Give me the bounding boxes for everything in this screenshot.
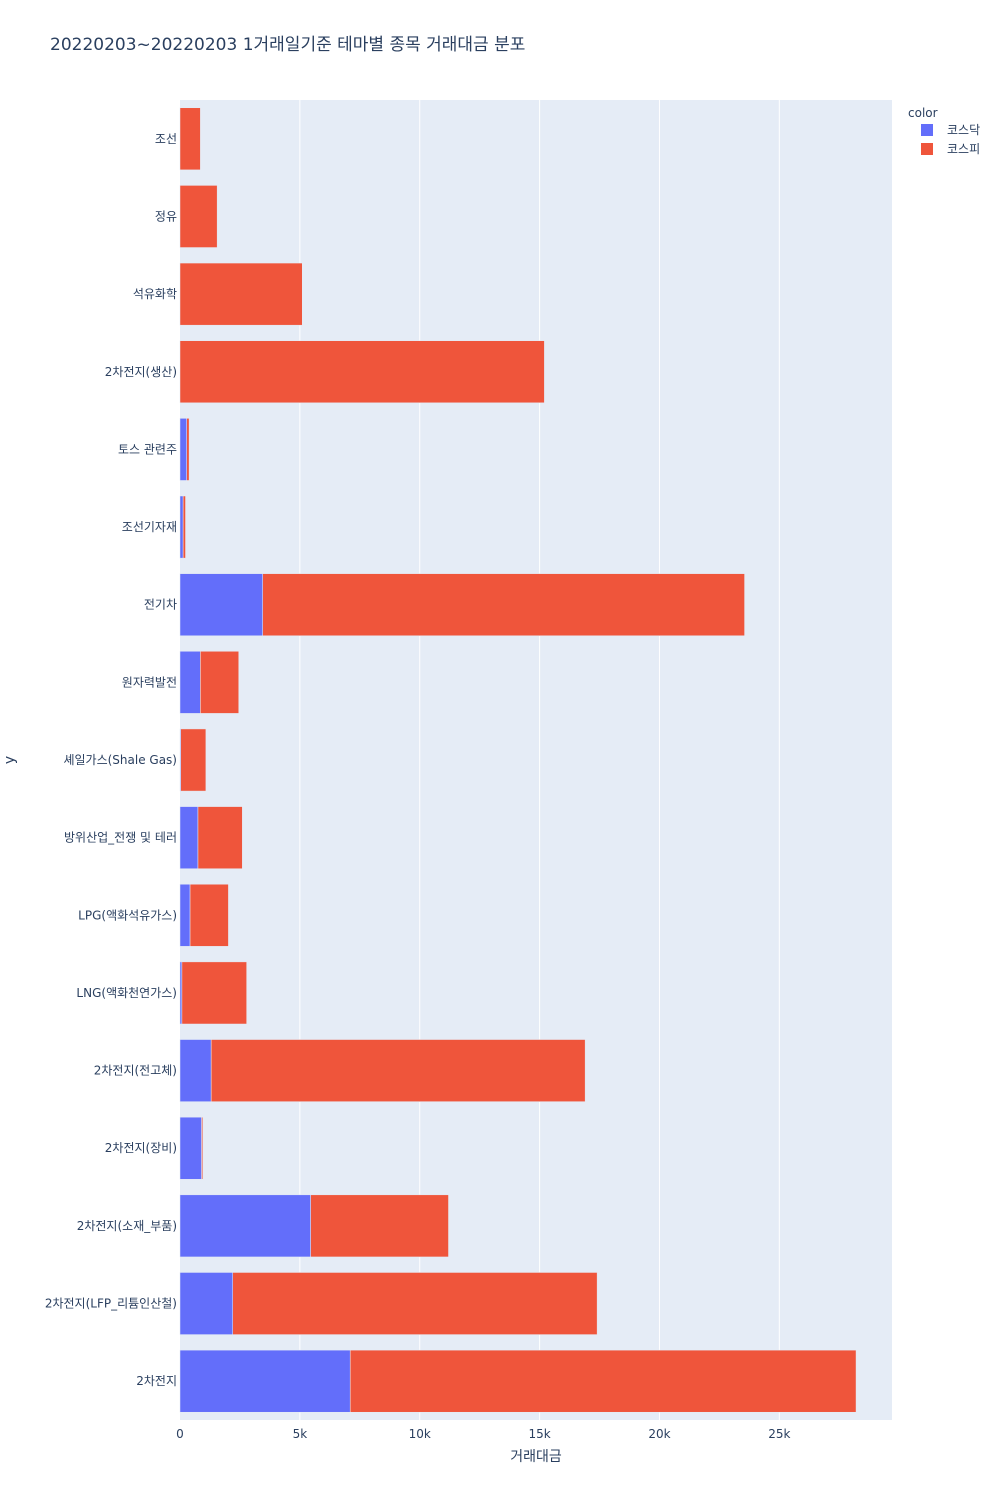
y-tick-label: 2차전지(LFP_리튬인산철) bbox=[45, 1297, 177, 1311]
y-tick-label: 2차전지(생산) bbox=[105, 365, 177, 379]
bar-코스닥-2차전지(소재_부품)[interactable] bbox=[179, 1194, 311, 1258]
x-tick-label: 10k bbox=[409, 1427, 431, 1441]
bar-코스피-2차전지(장비)[interactable] bbox=[201, 1116, 204, 1180]
x-tick-label: 5k bbox=[293, 1427, 308, 1441]
bar-코스피-2차전지(소재_부품)[interactable] bbox=[310, 1194, 449, 1258]
x-tick-labels: 0 5k 10k 15k 20k 25k bbox=[176, 1427, 790, 1441]
bar-코스닥-LNG(액화천연가스)[interactable] bbox=[179, 961, 183, 1025]
bar-코스피-원자력발전[interactable] bbox=[200, 651, 239, 714]
bar-코스피-조선[interactable] bbox=[179, 107, 201, 171]
x-tick-label: 15k bbox=[528, 1427, 550, 1441]
bar-코스닥-토스 관련주[interactable] bbox=[179, 418, 187, 481]
bar-코스피-2차전지[interactable] bbox=[349, 1349, 857, 1413]
y-tick-label: 셰일가스(Shale Gas) bbox=[63, 753, 177, 767]
legend-swatch bbox=[921, 143, 933, 155]
bar-코스피-2차전지(생산)[interactable] bbox=[179, 340, 545, 404]
legend-item-코스닥[interactable]: 코스닥 bbox=[921, 123, 980, 137]
y-tick-label: 2차전지(장비) bbox=[105, 1141, 177, 1155]
y-tick-label: LNG(액화천연가스) bbox=[76, 985, 177, 1000]
bar-코스피-석유화학[interactable] bbox=[179, 262, 303, 326]
y-tick-label: 석유화학 bbox=[133, 287, 177, 301]
bar-코스피-2차전지(전고체)[interactable] bbox=[210, 1039, 586, 1102]
bar-코스피-전기차[interactable] bbox=[262, 573, 745, 637]
x-tick-label: 25k bbox=[768, 1427, 790, 1441]
bar-코스피-토스 관련주[interactable] bbox=[186, 418, 190, 481]
bar-코스피-2차전지(LFP_리튬인산철)[interactable] bbox=[232, 1272, 598, 1335]
y-tick-label: 토스 관련주 bbox=[118, 442, 177, 456]
y-tick-label: 방위산업_전쟁 및 테러 bbox=[64, 831, 177, 845]
y-tick-label: 2차전지(소재_부품) bbox=[77, 1219, 177, 1233]
bar-코스피-LNG(액화천연가스)[interactable] bbox=[181, 961, 247, 1025]
y-tick-label: 정유 bbox=[155, 209, 177, 223]
bar-코스닥-전기차[interactable] bbox=[179, 573, 263, 637]
bar-코스피-LPG(액화석유가스)[interactable] bbox=[189, 883, 229, 947]
bar-코스닥-2차전지(LFP_리튬인산철)[interactable] bbox=[179, 1272, 233, 1335]
bar-코스피-방위산업_전쟁 및 테러[interactable] bbox=[197, 806, 243, 869]
bar-코스피-셰일가스(Shale Gas)[interactable] bbox=[180, 728, 207, 792]
legend-swatch bbox=[921, 124, 933, 136]
legend-title: color bbox=[908, 106, 938, 120]
legend-label: 코스닥 bbox=[947, 123, 980, 137]
y-tick-label: 전기차 bbox=[144, 598, 177, 612]
x-axis-title: 거래대금 bbox=[510, 1449, 562, 1465]
bar-코스닥-LPG(액화석유가스)[interactable] bbox=[179, 883, 191, 947]
y-axis-title: y bbox=[2, 756, 18, 764]
legend-item-코스피[interactable]: 코스피 bbox=[921, 142, 980, 156]
y-tick-label: 조선 bbox=[155, 132, 177, 146]
bar-코스피-정유[interactable] bbox=[179, 185, 218, 248]
legend-label: 코스피 bbox=[947, 142, 980, 156]
chart-title: 20220203~20220203 1거래일기준 테마별 종목 거래대금 분포 bbox=[50, 35, 525, 55]
y-tick-label: 조선기자재 bbox=[122, 520, 177, 534]
y-tick-label: LPG(액화석유가스) bbox=[78, 908, 177, 922]
bar-코스닥-원자력발전[interactable] bbox=[179, 651, 201, 714]
y-tick-label: 원자력발전 bbox=[122, 675, 177, 689]
bar-코스닥-2차전지[interactable] bbox=[179, 1349, 351, 1413]
y-tick-label: 2차전지(전고체) bbox=[94, 1064, 177, 1078]
bars[interactable] bbox=[179, 107, 857, 1413]
bar-코스닥-2차전지(장비)[interactable] bbox=[179, 1116, 202, 1180]
bar-코스닥-2차전지(전고체)[interactable] bbox=[179, 1039, 212, 1102]
bar-코스피-조선기자재[interactable] bbox=[182, 495, 186, 559]
bar-코스닥-조선기자재[interactable] bbox=[179, 495, 184, 559]
x-tick-label: 0 bbox=[176, 1427, 184, 1441]
x-tick-label: 20k bbox=[648, 1427, 670, 1441]
bar-코스닥-방위산업_전쟁 및 테러[interactable] bbox=[179, 806, 199, 869]
y-tick-label: 2차전지 bbox=[136, 1374, 177, 1388]
